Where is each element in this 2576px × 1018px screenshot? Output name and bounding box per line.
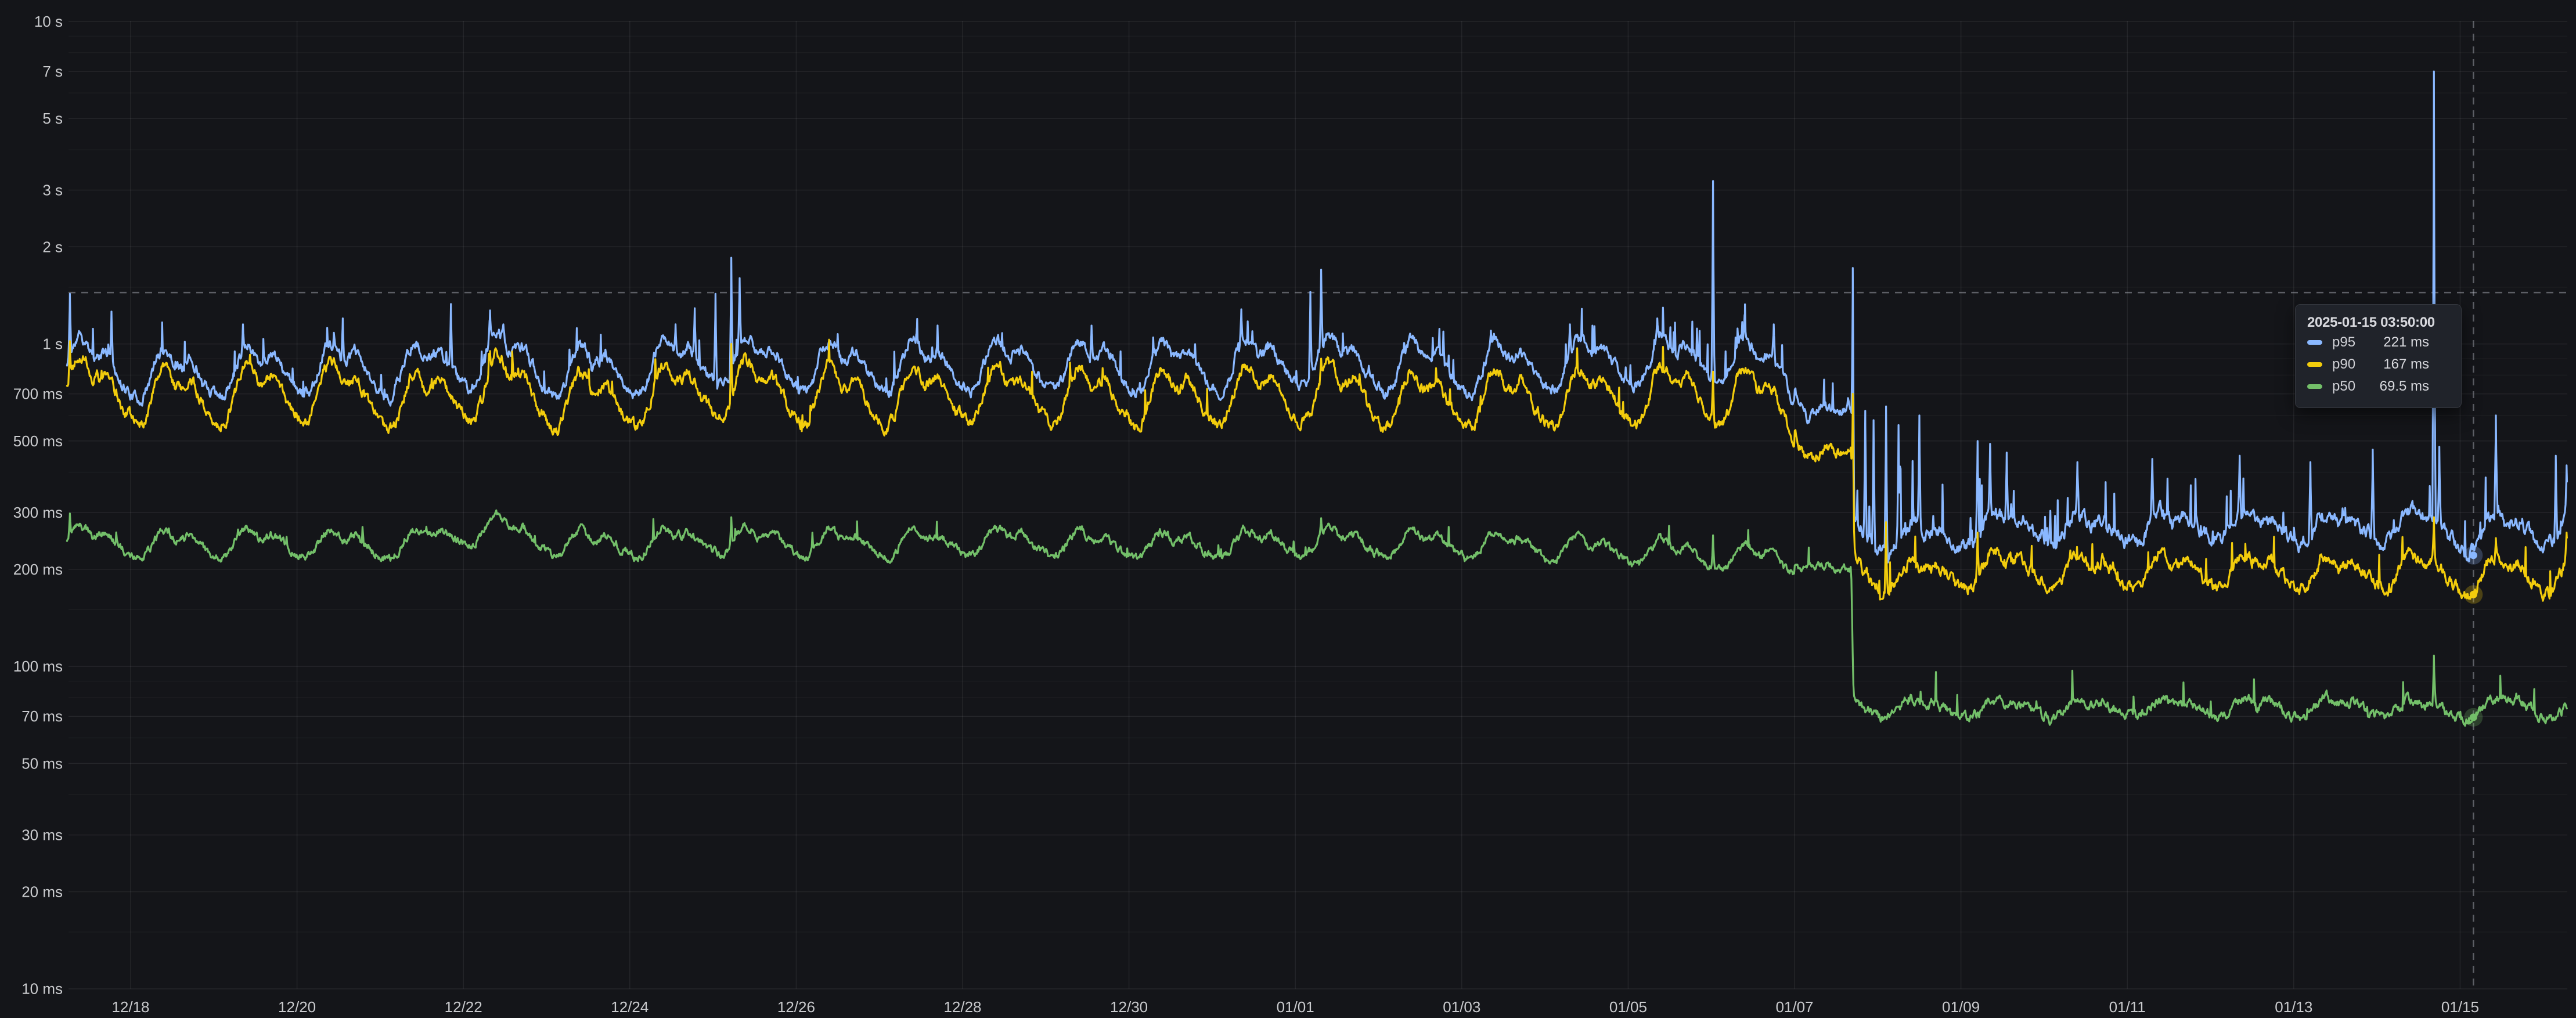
y-axis-tick-label: 70 ms (21, 707, 63, 725)
series-color-swatch-p90-icon (2307, 362, 2322, 367)
x-axis-tick-label: 12/22 (445, 998, 482, 1016)
series-line-p90 (66, 338, 2568, 602)
y-axis-tick-label: 5 s (42, 110, 63, 127)
y-axis-tick-label: 3 s (42, 182, 63, 199)
tooltip-series-label-p50: p50 (2332, 378, 2356, 394)
y-axis-tick-label: 7 s (42, 63, 63, 80)
grid (69, 21, 2567, 990)
tooltip: 2025-01-15 03:50:00 p95 221 ms p90 167 m… (2295, 304, 2462, 408)
hover-point-p95 (2469, 551, 2477, 559)
tooltip-series-value-p90: 167 ms (2383, 356, 2429, 372)
y-axis-tick-label: 1 s (42, 335, 63, 353)
series-color-swatch-p50-icon (2307, 384, 2322, 389)
series-color-swatch-p95-icon (2307, 340, 2322, 345)
hover-point-p50 (2469, 713, 2477, 721)
y-axis-tick-label: 700 ms (13, 385, 63, 403)
axis-labels: 10 s 7 s 5 s 3 s 2 s 1 s 700 ms 500 ms 300 ms 200… (13, 13, 2479, 1016)
series-line-p95 (66, 70, 2568, 564)
x-axis-tick-label: 12/28 (943, 998, 981, 1016)
tooltip-row-p95: p95 221 ms (2307, 331, 2449, 353)
x-axis-tick-label: 01/13 (2275, 998, 2312, 1016)
tooltip-series-label-p90: p90 (2332, 356, 2356, 372)
x-axis-tick-label: 12/18 (111, 998, 149, 1016)
tooltip-timestamp: 2025-01-15 03:50:00 (2307, 315, 2435, 330)
y-axis-tick-label: 300 ms (13, 504, 63, 521)
hover-point-p90 (2469, 590, 2477, 598)
x-axis-tick-label: 01/15 (2441, 998, 2479, 1016)
x-axis-tick-label: 12/20 (278, 998, 316, 1016)
x-axis-tick-label: 12/24 (611, 998, 648, 1016)
y-axis-tick-label: 30 ms (21, 826, 63, 844)
x-axis-tick-label: 01/07 (1775, 998, 1813, 1016)
y-axis-tick-label: 10 s (34, 13, 63, 30)
x-axis-tick-label: 12/26 (777, 998, 815, 1016)
tooltip-row-p90: p90 167 ms (2307, 353, 2449, 376)
x-axis-tick-label: 01/09 (1942, 998, 1980, 1016)
y-axis-tick-label: 500 ms (13, 432, 63, 450)
tooltip-row-p50: p50 69.5 ms (2307, 376, 2449, 398)
hover-markers (2464, 546, 2483, 727)
x-axis-tick-label: 01/01 (1277, 998, 1314, 1016)
x-axis-tick-label: 12/30 (1110, 998, 1148, 1016)
series-line-p50 (66, 509, 2568, 727)
y-axis-tick-label: 10 ms (21, 980, 63, 998)
tooltip-series-value-p95: 221 ms (2383, 334, 2429, 350)
y-axis-tick-label: 50 ms (21, 755, 63, 772)
tooltip-series-label-p95: p95 (2332, 334, 2356, 350)
x-axis-tick-label: 01/05 (1609, 998, 1647, 1016)
x-axis-tick-label: 01/03 (1443, 998, 1480, 1016)
y-axis-tick-label: 20 ms (21, 883, 63, 901)
tooltip-series-value-p50: 69.5 ms (2379, 378, 2429, 394)
series-lines (66, 70, 2568, 727)
y-axis-tick-label: 2 s (42, 238, 63, 255)
y-axis-tick-label: 100 ms (13, 658, 63, 675)
x-axis-tick-label: 01/11 (2109, 998, 2146, 1016)
y-axis-tick-label: 200 ms (13, 561, 63, 578)
crosshair (69, 21, 2567, 989)
